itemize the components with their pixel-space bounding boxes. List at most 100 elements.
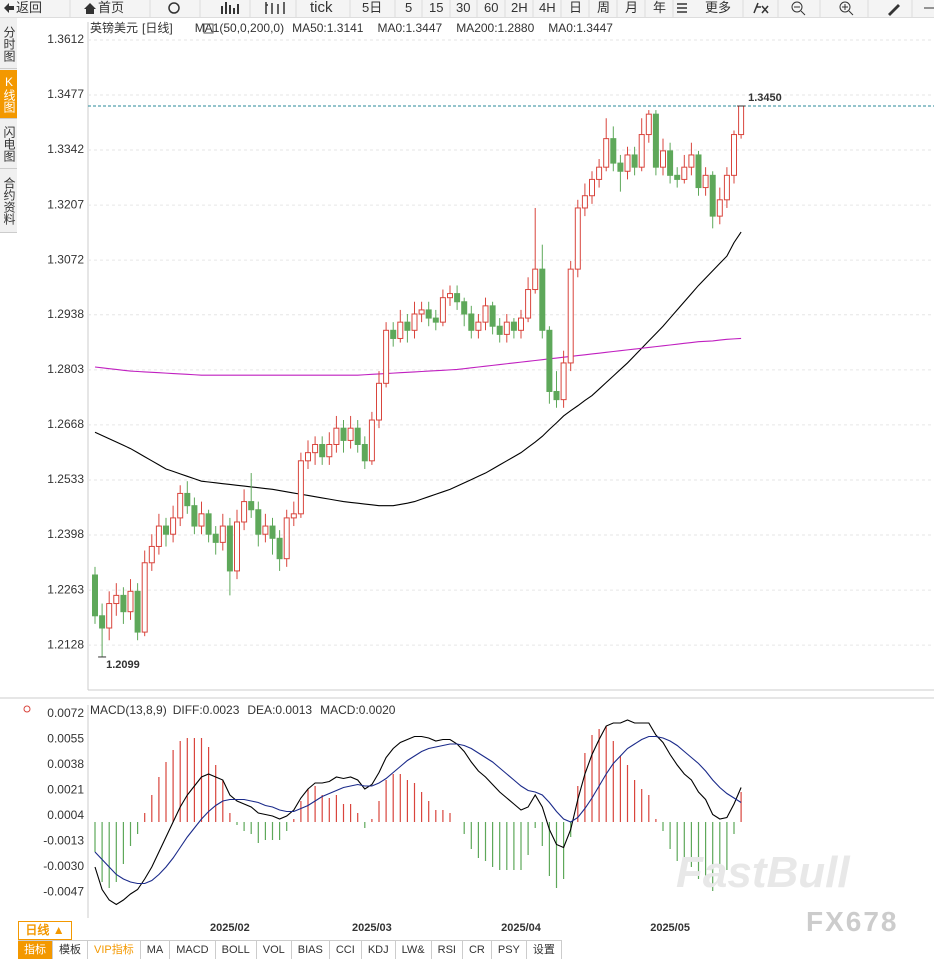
period-button[interactable]: 5日 [362,0,383,15]
period-button[interactable]: 2H [511,0,528,15]
candle-body [120,594,127,613]
period-button[interactable]: 4H [539,0,556,15]
indicator-tabs: 指标 模板 VIP指标 MA MACD BOLL VOL BIAS CCI KD… [18,940,562,959]
candle-body [596,166,603,180]
zoom-out-icon [791,1,803,13]
period-button[interactable]: 5 [405,0,413,15]
tab[interactable]: LW& [396,941,432,959]
tab[interactable]: KDJ [362,941,396,959]
period-selector[interactable]: 日线 ▲ [18,921,72,940]
period-button[interactable]: tick [310,0,333,16]
tab[interactable]: BOLL [216,941,257,959]
side-tab[interactable]: 闪电图 [0,120,17,169]
back-icon [4,3,14,13]
candle-body [92,574,98,617]
candle-body [312,443,319,454]
y-tick-label: 1.3612 [47,32,84,46]
ma-icon [203,23,214,34]
period-button[interactable]: 年 [653,0,667,15]
side-tab-active[interactable]: K线图 [0,70,17,119]
legend-entry: MACD:0.0020 [320,703,396,717]
candle-body [610,138,617,164]
candle-body [333,427,340,445]
candle-body [482,305,489,323]
tab[interactable]: PSY [492,941,527,959]
candle-body [723,174,730,201]
toolbar-separator [69,0,913,17]
candle-body [589,178,595,197]
y-tick-label: 0.0021 [47,783,84,797]
tab[interactable]: VOL [257,941,292,959]
candle-body [155,525,162,547]
period-button[interactable]: 30 [456,0,471,15]
candle-body [496,325,503,335]
candle-body [163,525,169,535]
y-tick-label: 1.2803 [47,362,84,376]
tab[interactable]: CR [463,941,492,959]
indicator-line [94,735,742,885]
indicator-line [94,719,742,906]
candle-body [376,382,382,421]
candle-body [184,492,191,507]
candle-body [170,517,177,535]
tab[interactable]: MACD [170,941,216,959]
y-tick-label: 1.3477 [47,87,84,101]
candle-body [617,162,624,172]
candle-body [688,154,695,168]
candle-body [503,321,510,335]
candle-body [731,134,737,176]
tab[interactable]: BIAS [292,941,330,959]
candle-body [432,317,439,323]
tab[interactable]: 模板 [53,941,88,959]
y-tick-label: 1.2128 [47,637,84,651]
legend-bg [89,22,689,36]
candle-body [347,427,354,441]
candle-body [305,452,311,462]
y-tick-label: 1.3072 [47,252,84,266]
back-button[interactable]: 返回 [16,0,43,15]
more-button[interactable]: 更多 [705,0,732,15]
legend-entry: [日线] [142,21,173,35]
candle-icon [265,2,285,14]
home-button[interactable]: 首页 [98,0,125,15]
period-button[interactable]: 15 [429,0,444,15]
side-tab[interactable]: 分时图 [0,20,17,69]
candle-body [411,313,418,331]
candle-body [738,105,745,136]
toolbar-icons [4,0,934,17]
period-button[interactable]: 60 [484,0,499,15]
legend-entry: 英镑美元 [90,20,138,35]
candle-body [553,390,560,401]
watermark: FastBull [676,848,850,897]
period-button[interactable]: 月 [625,0,639,15]
settings-icon [23,705,31,713]
period-button[interactable]: 日 [569,0,583,15]
tab[interactable]: RSI [432,941,463,959]
candle-body [631,154,638,168]
tab[interactable]: CCI [330,941,362,959]
legend-entry: DEA:0.0013 [247,703,312,717]
candle-body [716,199,723,217]
candle-body [560,362,567,401]
candle-body [383,329,390,384]
tab[interactable]: 设置 [527,941,562,959]
candle-body [255,509,262,535]
x-tick-label: 2025/05 [650,922,690,934]
candle-body [525,289,532,319]
candle-body [262,525,269,535]
side-tab[interactable]: 合约资料 [0,170,17,233]
period-button[interactable]: 周 [597,0,611,15]
candle-body [667,150,674,176]
y-tick-label: 0.0004 [47,808,84,822]
candle-body [319,443,326,458]
tab[interactable]: MA [141,941,171,959]
y-tick-label: 1.2263 [47,582,84,596]
candle-body [397,321,404,339]
tab[interactable]: VIP指标 [88,941,141,959]
x-tick-label: 2025/04 [501,922,542,934]
candle-body [439,297,446,323]
candle-body [461,301,468,315]
tab-active[interactable]: 指标 [18,941,53,959]
candle-body [468,313,475,331]
